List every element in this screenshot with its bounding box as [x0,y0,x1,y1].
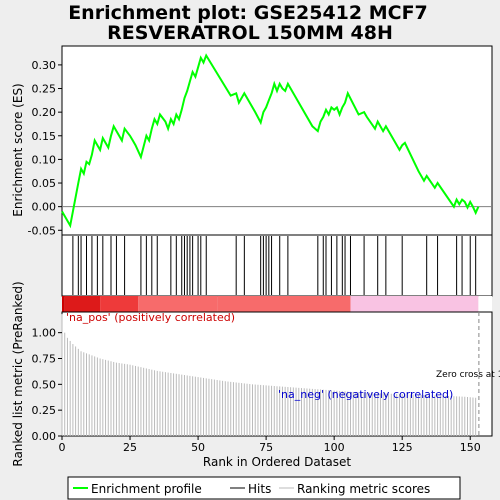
color-bar-segment [64,296,101,312]
x-tick-label: 75 [259,441,273,454]
hits-panel [61,234,493,297]
plot-title-line1: Enrichment plot: GSE25412 MCF7 [68,2,428,24]
x-tick-label: 150 [460,441,481,454]
metric-y-tick-label: 0.25 [32,404,57,417]
es-y-tick-label: 0.05 [32,177,57,190]
ranking-metric-bars [61,314,477,436]
es-y-tick-label: 0.15 [32,130,57,143]
color-bar-tail [478,296,492,312]
neg-correlated-label: 'na_neg' (negatively correlated) [278,388,453,401]
metric-y-tick-label: 0.50 [32,378,57,391]
x-tick-label: 50 [191,441,205,454]
color-bar-segment [138,296,218,312]
es-y-axis-label: Enrichment score (ES) [11,83,25,216]
zero-cross-label: Zero cross at 153 [436,370,500,380]
x-tick-label: 0 [59,441,66,454]
color-bar-segment [350,296,479,312]
legend-metric-label: Ranking metric scores [297,482,430,496]
x-tick-label: 100 [324,441,345,454]
x-tick-label: 25 [123,441,137,454]
es-y-tick-label: -0.05 [28,224,56,237]
es-y-tick-label: 0.20 [32,106,57,119]
metric-y-tick-label: 0.75 [32,353,57,366]
es-y-axis: -0.05 0.00 0.05 0.10 0.15 0.20 0.25 0.30 [28,59,62,237]
metric-y-axis-label: Ranked list metric (PreRanked) [11,281,25,466]
metric-y-tick-label: 0.00 [32,430,57,443]
x-tick-label: 125 [392,441,413,454]
enrichment-profile-line [61,53,480,229]
legend-es-label: Enrichment profile [91,482,202,496]
es-y-tick-label: 0.25 [32,83,57,96]
x-axis-label: Rank in Ordered Dataset [203,455,351,469]
es-y-tick-label: 0.00 [32,201,57,214]
es-y-tick-label: 0.10 [32,153,57,166]
metric-y-tick-label: 1.00 [32,327,57,340]
x-axis: 0 25 50 75 100 125 150 [59,436,481,454]
color-bar-segment [62,296,65,312]
hits-group [72,236,477,295]
ranking-color-bar [62,296,492,312]
color-bar-segment [100,296,139,312]
legend-hits-label: Hits [248,482,271,496]
pos-correlated-label: 'na_pos' (positively correlated) [66,311,235,324]
color-bar-segment [217,296,351,312]
es-y-tick-label: 0.30 [32,59,57,72]
legend [67,476,461,500]
plot-title-line2: RESVERATROL 150MM 48H [107,22,393,44]
metric-y-axis: 0.00 0.25 0.50 0.75 1.00 [32,327,62,443]
